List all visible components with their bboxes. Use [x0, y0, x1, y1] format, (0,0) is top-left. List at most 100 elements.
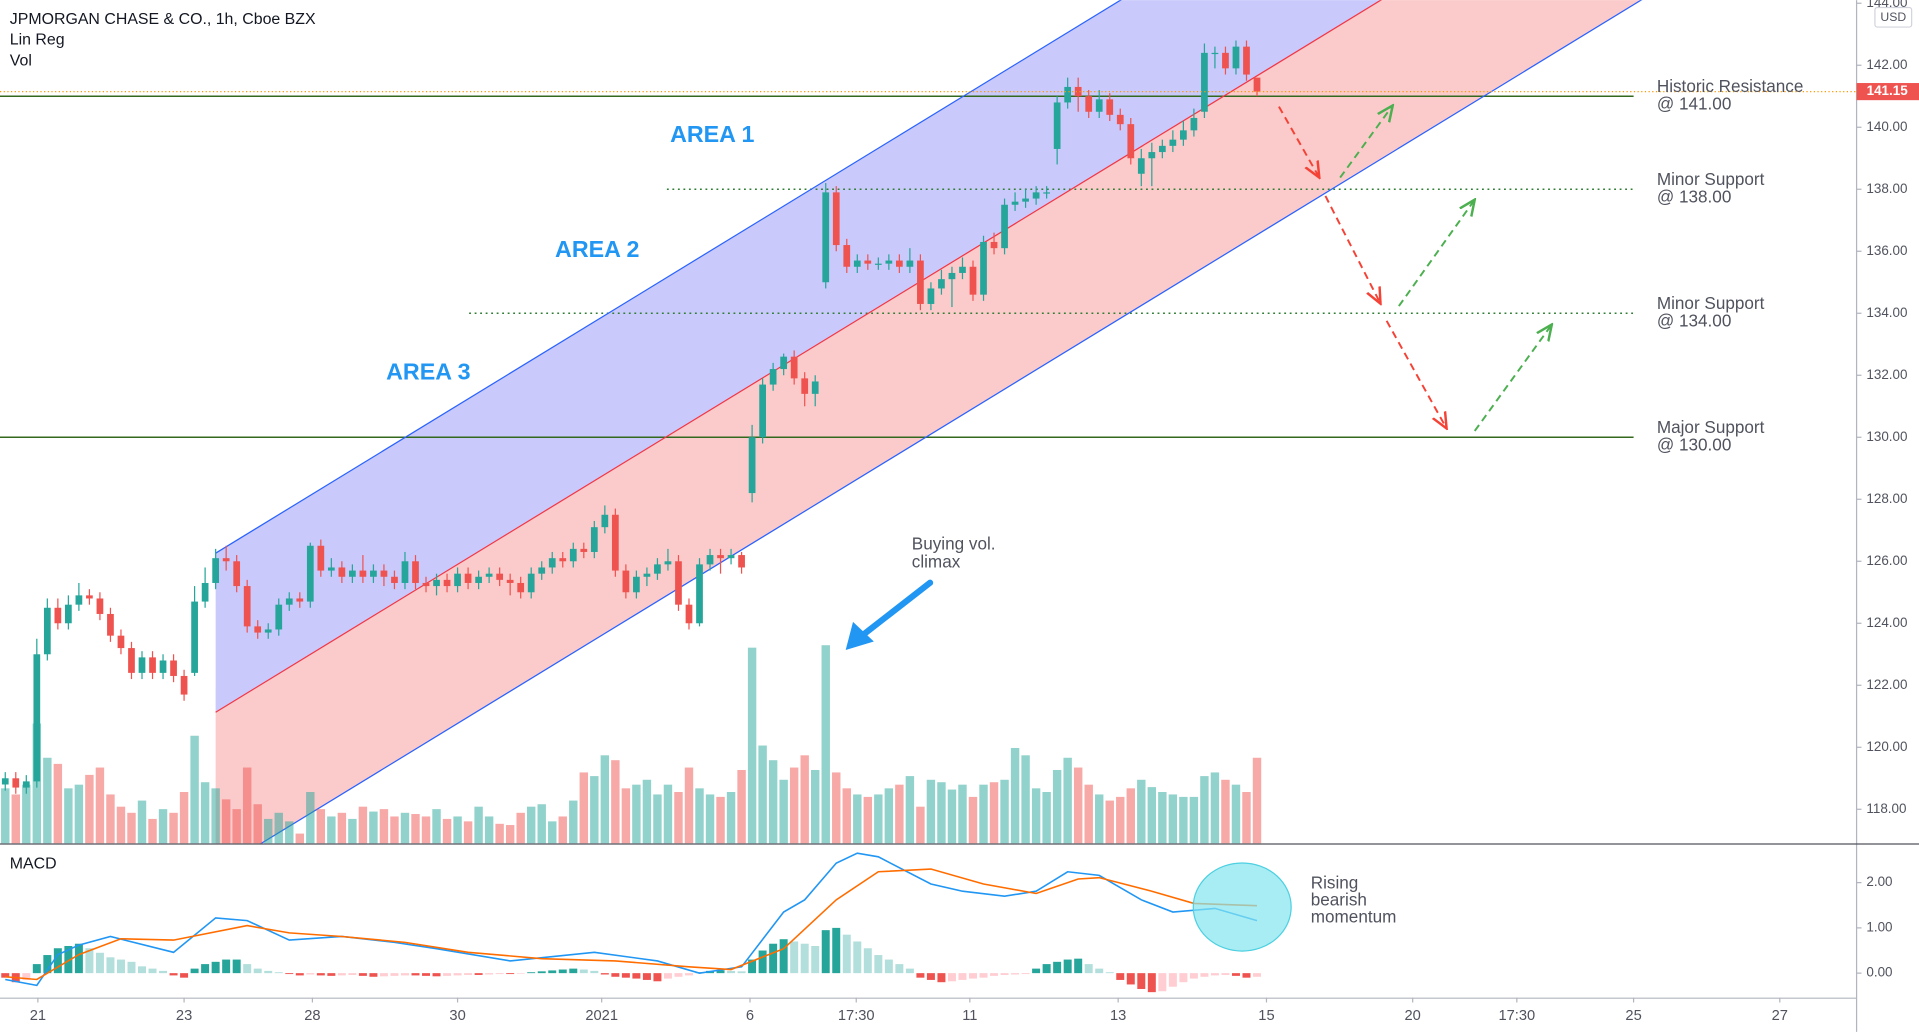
- y-tick-label: 124.00: [1866, 615, 1907, 630]
- candle-body: [338, 567, 346, 577]
- histogram-bar: [95, 952, 104, 974]
- last-price-label: 141.15: [1867, 83, 1909, 98]
- candle-body: [548, 558, 556, 568]
- volume-bar: [695, 788, 704, 844]
- histogram-bar: [1168, 973, 1177, 987]
- volume-bar: [979, 784, 988, 844]
- volume-bar: [1147, 787, 1157, 844]
- volume-bar: [1168, 794, 1178, 844]
- volume-bar: [684, 767, 694, 844]
- histogram-bar: [1126, 973, 1135, 985]
- candle-body: [1190, 117, 1198, 131]
- level-label: Historic Resistance: [1657, 76, 1804, 96]
- x-tick-label: 30: [449, 1008, 465, 1024]
- histogram-bar: [127, 961, 136, 974]
- y-tick-label: 142.00: [1866, 57, 1907, 72]
- level-label: Minor Support: [1657, 293, 1765, 313]
- histogram-bar: [1253, 973, 1262, 977]
- volume-bar: [1231, 784, 1241, 844]
- x-tick-label: 17:30: [838, 1008, 875, 1024]
- candle-body: [801, 378, 809, 394]
- volume-bar: [348, 818, 357, 844]
- candle-body: [1085, 96, 1093, 112]
- volume-bar: [1200, 776, 1209, 844]
- channel-upper-line: [215, 0, 1122, 554]
- volume-bar: [64, 788, 73, 844]
- candle-body: [948, 272, 956, 280]
- level-label: @ 130.00: [1657, 434, 1732, 454]
- volume-bar: [768, 760, 778, 844]
- volume-bar: [884, 788, 894, 844]
- candle-body: [780, 356, 788, 370]
- volume-bar: [663, 784, 673, 844]
- volume-bar: [800, 755, 809, 844]
- candle-body: [107, 613, 114, 636]
- volume-bar: [495, 823, 504, 844]
- candle-body: [22, 781, 30, 788]
- volume-bar: [758, 745, 767, 844]
- candle-body: [654, 564, 661, 574]
- histogram-bar: [727, 970, 736, 974]
- area-label: AREA 1: [670, 121, 754, 147]
- histogram-bar: [369, 973, 378, 977]
- volume-bar: [474, 806, 483, 844]
- candle-body: [496, 573, 504, 580]
- candle-body: [222, 558, 230, 562]
- projection-arrow: [1398, 200, 1475, 307]
- volume-bar: [516, 812, 525, 844]
- histogram-bar: [632, 973, 641, 979]
- x-tick-label: 2021: [585, 1008, 618, 1024]
- candle-body: [306, 545, 314, 602]
- candle-body: [1158, 145, 1166, 153]
- candle-body: [264, 629, 272, 633]
- volume-bar: [190, 735, 199, 844]
- histogram-bar: [232, 959, 241, 974]
- histogram-bar: [642, 973, 651, 980]
- histogram-bar: [327, 973, 336, 976]
- candle-body: [874, 263, 882, 265]
- volume-note: Buying vol.: [912, 533, 996, 553]
- histogram-bar: [1189, 973, 1198, 979]
- drawings: AREA 1 AREA 2 AREA 3 Buying vol. climax …: [386, 105, 1552, 952]
- volume-bar: [53, 763, 63, 844]
- histogram-bar: [264, 970, 273, 974]
- candle-body: [254, 626, 262, 633]
- volume-bar: [1252, 757, 1262, 844]
- x-tick-label: 23: [176, 1008, 192, 1024]
- histogram-bar: [148, 968, 157, 974]
- x-tick-label: 27: [1772, 1008, 1788, 1024]
- candle-body: [1001, 204, 1008, 249]
- candle-body: [412, 561, 419, 583]
- volume-bar: [548, 821, 557, 844]
- candle-body: [633, 576, 640, 593]
- candle-body: [485, 573, 493, 577]
- candle-body: [706, 555, 714, 565]
- volume-bar: [43, 757, 52, 844]
- candle-body: [990, 241, 998, 249]
- candle-body: [1032, 192, 1040, 199]
- symbol-title: JPMORGAN CHASE & CO., 1h, Cboe BZX: [10, 11, 316, 28]
- histogram-bar: [663, 973, 672, 979]
- volume-bar: [579, 772, 589, 844]
- area-label: AREA 2: [555, 236, 639, 262]
- candle-body: [559, 558, 567, 562]
- volume-bar: [442, 818, 452, 844]
- candle-body: [349, 570, 356, 577]
- candle-body: [475, 576, 482, 583]
- x-tick-label: 17:30: [1498, 1008, 1535, 1024]
- candle-body: [1253, 77, 1261, 92]
- histogram-bar: [758, 950, 767, 974]
- volume-bar: [621, 788, 631, 844]
- histogram-bar: [821, 930, 830, 974]
- histogram-bar: [611, 973, 620, 977]
- histogram-bar: [579, 969, 588, 974]
- candle-body: [917, 260, 924, 304]
- candle-body: [75, 595, 83, 605]
- volume-bar: [853, 794, 862, 844]
- candle-body: [611, 514, 619, 571]
- candle-body: [422, 582, 430, 587]
- macd-line: [5, 852, 1258, 987]
- histogram-bar: [916, 973, 925, 978]
- histogram-bar: [863, 948, 872, 974]
